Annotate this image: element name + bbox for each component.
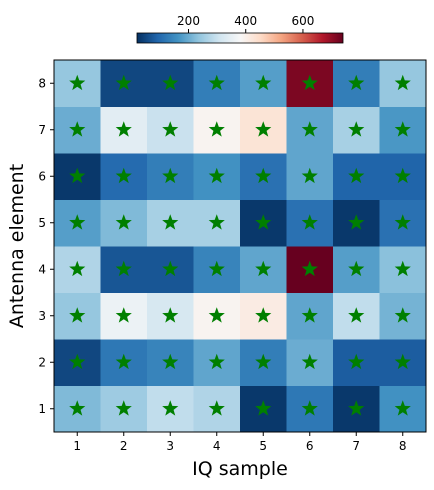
star-marker	[255, 307, 272, 323]
y-tick-label: 8	[38, 76, 46, 90]
star-marker	[301, 353, 318, 370]
star-marker	[255, 167, 272, 184]
colorbar-gradient	[136, 32, 344, 44]
star-marker	[301, 167, 318, 184]
star-marker	[69, 74, 86, 91]
colorbar-tick-label: 600	[291, 14, 314, 28]
star-marker	[162, 121, 179, 137]
heatmap-cells	[54, 60, 427, 433]
star-marker	[115, 214, 132, 230]
star-marker	[208, 74, 225, 91]
star-marker	[208, 214, 225, 230]
x-tick-label: 7	[352, 439, 360, 453]
star-marker	[162, 353, 179, 370]
star-marker	[394, 214, 411, 230]
star-marker	[162, 167, 179, 184]
star-marker	[208, 307, 225, 323]
star-marker	[208, 400, 225, 416]
y-axis-ticks: 1 2 3 4 5 6 7 8	[38, 76, 54, 416]
star-marker	[208, 260, 225, 277]
star-marker	[394, 260, 411, 277]
y-tick-label: 1	[38, 402, 46, 416]
star-marker	[115, 260, 132, 277]
y-tick-label: 6	[38, 169, 46, 183]
star-marker	[115, 74, 132, 91]
y-tick-label: 3	[38, 309, 46, 323]
star-marker	[348, 74, 365, 91]
star-marker	[162, 74, 179, 91]
star-marker	[394, 400, 411, 416]
x-tick-label: 5	[259, 439, 267, 453]
star-marker	[255, 74, 272, 91]
star-marker	[162, 214, 179, 230]
star-marker	[115, 167, 132, 184]
star-marker	[394, 167, 411, 184]
star-marker	[162, 307, 179, 323]
y-tick-label: 5	[38, 216, 46, 230]
star-marker	[301, 400, 318, 416]
y-tick-label: 4	[38, 262, 46, 276]
star-marker	[162, 260, 179, 277]
x-tick-label: 1	[73, 439, 81, 453]
y-tick-label: 2	[38, 355, 46, 369]
star-marker	[394, 307, 411, 323]
x-axis-label: IQ sample	[192, 458, 288, 480]
star-marker	[255, 260, 272, 277]
star-marker	[69, 260, 86, 277]
x-tick-label: 3	[166, 439, 174, 453]
x-tick-label: 4	[213, 439, 221, 453]
colorbar: 200 400 600	[136, 14, 344, 44]
star-marker	[69, 167, 86, 184]
star-marker	[69, 353, 86, 370]
star-marker	[162, 400, 179, 416]
x-tick-label: 8	[399, 439, 407, 453]
x-tick-label: 2	[120, 439, 128, 453]
star-marker	[255, 214, 272, 230]
star-marker	[348, 400, 365, 416]
star-marker	[394, 74, 411, 91]
star-marker	[394, 353, 411, 370]
star-marker	[348, 121, 365, 137]
colorbar-ticks: 200 400 600	[177, 14, 314, 33]
star-marker	[348, 214, 365, 230]
star-marker	[348, 167, 365, 184]
star-marker	[208, 167, 225, 184]
star-marker	[255, 353, 272, 370]
star-marker	[348, 260, 365, 277]
star-marker	[69, 307, 86, 323]
star-marker	[115, 400, 132, 416]
star-marker	[255, 121, 272, 137]
star-marker	[348, 307, 365, 323]
star-marker	[115, 353, 132, 370]
star-marker	[301, 307, 318, 323]
y-axis-label: Antenna element	[6, 164, 28, 328]
star-marker	[115, 121, 132, 137]
star-marker	[115, 307, 132, 323]
star-marker	[301, 121, 318, 137]
star-marker	[69, 121, 86, 137]
colorbar-tick-label: 400	[234, 14, 257, 28]
star-marker	[208, 353, 225, 370]
x-tick-label: 6	[306, 439, 314, 453]
star-marker	[348, 353, 365, 370]
y-tick-label: 7	[38, 123, 46, 137]
star-marker	[69, 400, 86, 416]
star-marker	[255, 400, 272, 416]
star-marker	[301, 260, 318, 277]
colorbar-tick-label: 200	[177, 14, 200, 28]
star-markers	[69, 74, 411, 416]
star-marker	[394, 121, 411, 137]
x-axis-ticks: 1 2 3 4 5 6 7 8	[73, 432, 407, 453]
star-marker	[301, 214, 318, 230]
plot-frame	[53, 59, 427, 433]
star-marker	[69, 214, 86, 230]
star-marker	[301, 74, 318, 91]
star-marker	[208, 121, 225, 137]
